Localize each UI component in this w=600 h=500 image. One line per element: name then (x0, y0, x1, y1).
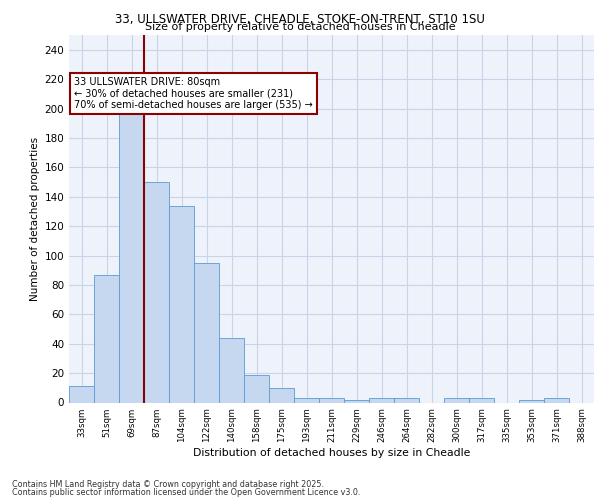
Text: 33, ULLSWATER DRIVE, CHEADLE, STOKE-ON-TRENT, ST10 1SU: 33, ULLSWATER DRIVE, CHEADLE, STOKE-ON-T… (115, 12, 485, 26)
Bar (269, 388, 294, 402)
Bar (69, 386, 94, 402)
Bar (244, 374, 269, 402)
Bar (544, 398, 569, 402)
Text: Contains HM Land Registry data © Crown copyright and database right 2025.: Contains HM Land Registry data © Crown c… (12, 480, 324, 489)
Text: Contains public sector information licensed under the Open Government Licence v3: Contains public sector information licen… (12, 488, 361, 497)
Bar (119, 114, 144, 403)
Text: Size of property relative to detached houses in Cheadle: Size of property relative to detached ho… (145, 22, 455, 32)
Bar (519, 400, 544, 402)
Text: 33 ULLSWATER DRIVE: 80sqm
← 30% of detached houses are smaller (231)
70% of semi: 33 ULLSWATER DRIVE: 80sqm ← 30% of detac… (74, 78, 313, 110)
Y-axis label: Number of detached properties: Number of detached properties (30, 136, 40, 301)
Bar (469, 398, 494, 402)
Bar (94, 274, 119, 402)
Bar (169, 206, 194, 402)
Bar (394, 398, 419, 402)
Bar (294, 398, 319, 402)
X-axis label: Distribution of detached houses by size in Cheadle: Distribution of detached houses by size … (193, 448, 470, 458)
Bar (319, 398, 344, 402)
Bar (344, 400, 369, 402)
Bar (369, 398, 394, 402)
Bar (144, 182, 169, 402)
Bar (444, 398, 469, 402)
Bar (194, 263, 219, 402)
Bar (219, 338, 244, 402)
